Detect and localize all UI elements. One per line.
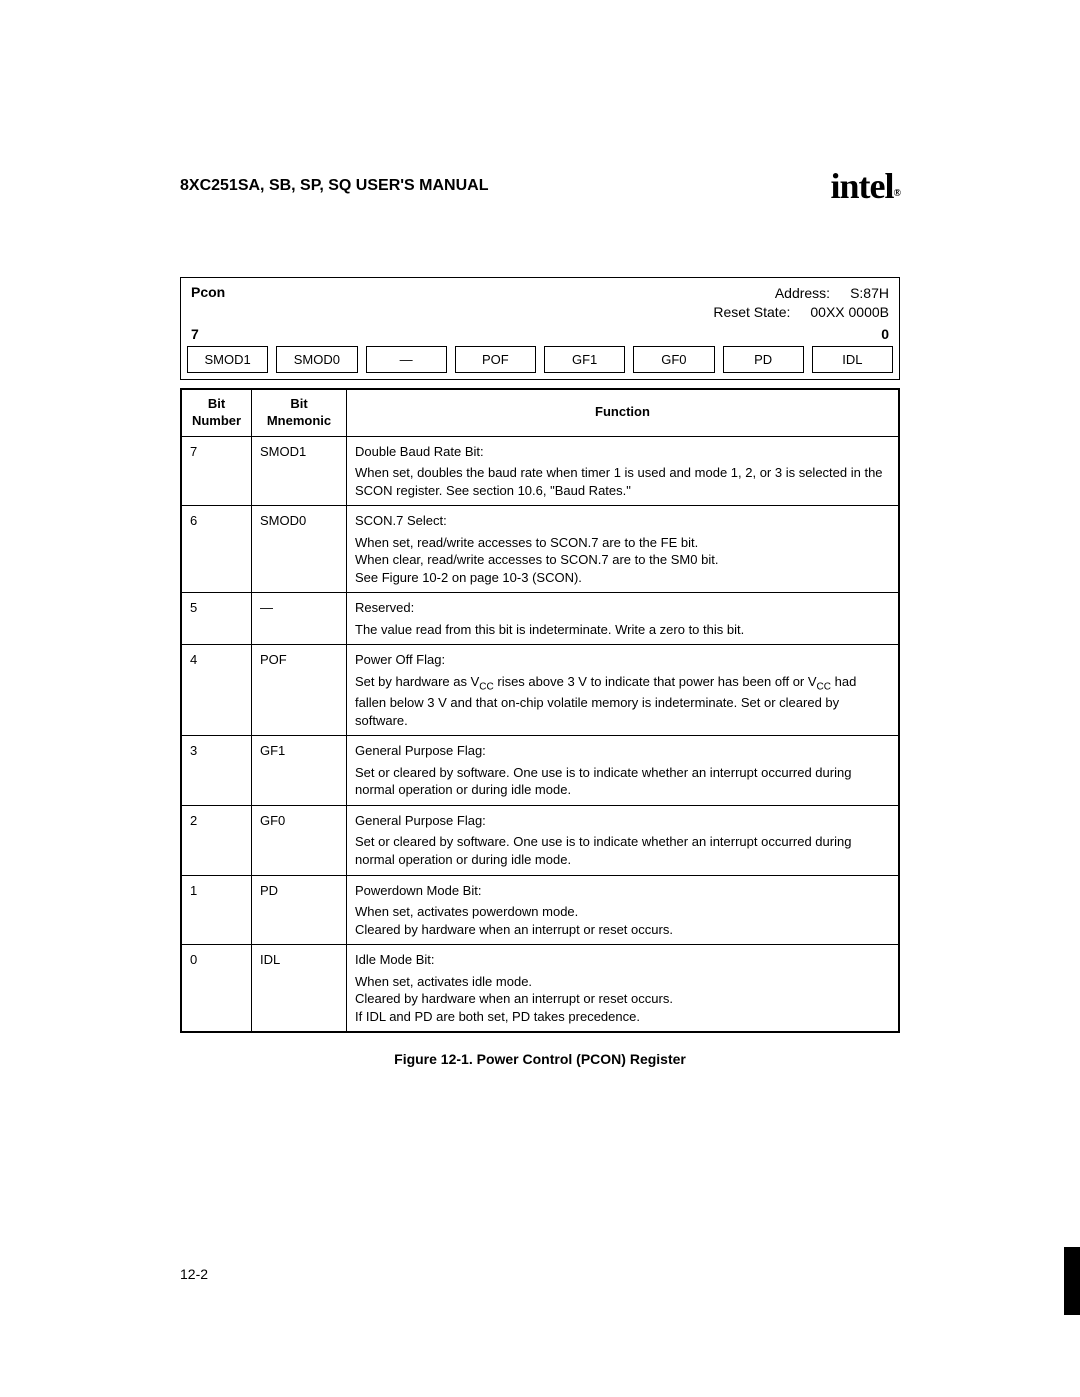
function-title: General Purpose Flag: (355, 742, 890, 760)
mnemonic-cell: SMOD0 (252, 506, 347, 593)
bit-number-cell: 3 (182, 736, 252, 806)
mnemonic-cell: PD (252, 875, 347, 945)
side-bar-decoration (1064, 1247, 1080, 1315)
high-bit: 7 (191, 326, 199, 342)
function-body: When set, read/write accesses to SCON.7 … (355, 534, 890, 587)
bit-number-cell: 4 (182, 645, 252, 736)
bit-cell: SMOD1 (187, 346, 268, 373)
function-cell: Power Off Flag: Set by hardware as VCC ri… (347, 645, 899, 736)
function-title: SCON.7 Select: (355, 512, 890, 530)
function-title: Reserved: (355, 599, 890, 617)
mnemonic-cell: GF0 (252, 805, 347, 875)
reset-value: 00XX 0000B (810, 303, 889, 322)
figure-caption: Figure 12-1. Power Control (PCON) Regist… (180, 1051, 900, 1067)
mnemonic-cell: SMOD1 (252, 436, 347, 506)
mnemonic-cell: IDL (252, 945, 347, 1032)
bit-cell: IDL (812, 346, 893, 373)
function-cell: Powerdown Mode Bit: When set, activates p… (347, 875, 899, 945)
register-meta: Address: S:87H Reset State: 00XX 0000B (713, 284, 889, 322)
bit-number-cell: 5 (182, 593, 252, 645)
table-row: 1PD Powerdown Mode Bit: When set, activate… (182, 875, 899, 945)
function-title: Power Off Flag: (355, 651, 890, 669)
function-body: When set, activates powerdown mode.Clear… (355, 903, 890, 938)
table-row: 7SMOD1 Double Baud Rate Bit: When set, dou… (182, 436, 899, 506)
register-summary: Pcon Address: S:87H Reset State: 00XX 00… (180, 277, 900, 380)
function-cell: Reserved: The value read from this bit is… (347, 593, 899, 645)
low-bit: 0 (881, 326, 889, 342)
bit-number-cell: 6 (182, 506, 252, 593)
bit-cell: SMOD0 (276, 346, 357, 373)
manual-title: 8XC251SA, SB, SP, SQ USER'S MANUAL (180, 177, 488, 195)
mnemonic-cell: — (252, 593, 347, 645)
function-title: Powerdown Mode Bit: (355, 882, 890, 900)
register-name: Pcon (191, 284, 225, 322)
bit-cell: GF0 (633, 346, 714, 373)
col-header-function: Function (347, 389, 899, 436)
table-row: 0IDL Idle Mode Bit: When set, activates id… (182, 945, 899, 1032)
page-number: 12-2 (180, 1266, 208, 1282)
function-title: General Purpose Flag: (355, 812, 890, 830)
function-cell: SCON.7 Select: When set, read/write acces… (347, 506, 899, 593)
col-header-mnemonic: Bit Mnemonic (252, 389, 347, 436)
function-cell: Idle Mode Bit: When set, activates idle m… (347, 945, 899, 1032)
bit-number-cell: 0 (182, 945, 252, 1032)
address-label: Address: (775, 284, 830, 303)
table-row: 2GF0 General Purpose Flag: Set or cleared … (182, 805, 899, 875)
intel-logo: intel® (831, 165, 900, 207)
function-body: When set, doubles the baud rate when tim… (355, 464, 890, 499)
function-cell: General Purpose Flag: Set or cleared by s… (347, 805, 899, 875)
table-row: 6SMOD0 SCON.7 Select: When set, read/write… (182, 506, 899, 593)
function-title: Idle Mode Bit: (355, 951, 890, 969)
bit-cell: — (366, 346, 447, 373)
reset-label: Reset State: (713, 303, 790, 322)
function-body: When set, activates idle mode.Cleared by… (355, 973, 890, 1026)
function-body: Set or cleared by software. One use is t… (355, 833, 890, 868)
function-body: The value read from this bit is indeterm… (355, 621, 890, 639)
table-row: 3GF1 General Purpose Flag: Set or cleared … (182, 736, 899, 806)
function-body: Set by hardware as VCC rises above 3 V t… (355, 673, 890, 729)
bit-cell: GF1 (544, 346, 625, 373)
mnemonic-cell: POF (252, 645, 347, 736)
function-cell: Double Baud Rate Bit: When set, doubles t… (347, 436, 899, 506)
bit-number-cell: 7 (182, 436, 252, 506)
function-table: Bit Number Bit Mnemonic Function 7SMOD1D… (181, 389, 899, 1033)
col-header-bitnum: Bit Number (182, 389, 252, 436)
table-row: 4POF Power Off Flag: Set by hardware as VC… (182, 645, 899, 736)
bit-cell: POF (455, 346, 536, 373)
address-value: S:87H (850, 284, 889, 303)
function-title: Double Baud Rate Bit: (355, 443, 890, 461)
table-row: 5— Reserved: The value read from this bit … (182, 593, 899, 645)
bit-number-cell: 2 (182, 805, 252, 875)
bit-number-cell: 1 (182, 875, 252, 945)
bit-cells: SMOD1 SMOD0 — POF GF1 GF0 PD IDL (181, 346, 899, 379)
function-body: Set or cleared by software. One use is t… (355, 764, 890, 799)
mnemonic-cell: GF1 (252, 736, 347, 806)
page-header: 8XC251SA, SB, SP, SQ USER'S MANUAL intel… (180, 165, 900, 207)
function-table-block: Bit Number Bit Mnemonic Function 7SMOD1D… (180, 388, 900, 1034)
bit-cell: PD (723, 346, 804, 373)
function-cell: General Purpose Flag: Set or cleared by s… (347, 736, 899, 806)
